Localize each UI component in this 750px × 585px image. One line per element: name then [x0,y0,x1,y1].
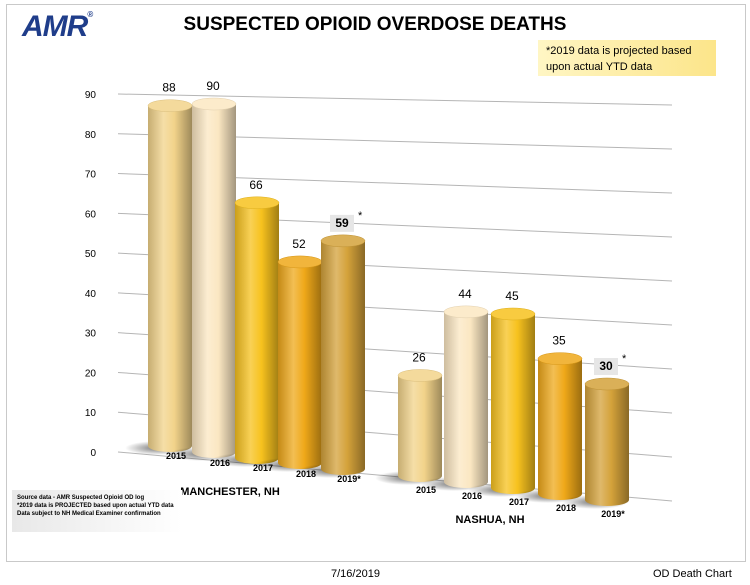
y-tick-label: 80 [85,130,97,141]
bar-top [320,234,366,248]
gridline [117,93,673,106]
bar-top [147,99,193,112]
data-label: 30 [599,359,613,373]
bar-2018-manchester [278,261,322,469]
bar-2019*-nashua [585,384,629,506]
projection-note: *2019 data is projected based upon actua… [538,40,716,76]
data-label: 44 [458,287,472,301]
category-label: MANCHESTER, NH [180,486,280,498]
bar-top [490,307,536,321]
data-label: 88 [162,81,176,95]
bar-top [584,377,630,391]
footer-date: 7/16/2019 [331,568,380,580]
bar-2015-manchester [148,105,192,452]
x-tick-label: 2019* [601,509,625,519]
data-label: 90 [206,79,220,93]
y-tick-label: 20 [85,368,97,379]
x-tick-label: 2018 [556,503,576,513]
source-notes: Source data - AMR Suspected Opioid OD lo… [12,490,182,532]
projection-note-line-1: *2019 data is projected based [546,45,692,57]
x-tick-label: 2015 [416,485,436,495]
y-tick-label: 90 [85,90,97,101]
bar-top [537,352,583,365]
y-tick-label: 70 [85,170,97,181]
bar-top [234,196,280,210]
y-tick-label: 40 [85,289,97,300]
x-tick-label: 2019* [337,474,361,484]
y-tick-label: 60 [85,209,97,220]
y-tick-label: 50 [85,249,97,260]
source-note-3: Data subject to NH Medical Examiner conf… [17,511,161,517]
value-label-box [594,358,618,375]
source-note-2: *2019 data is PROJECTED based upon actua… [17,503,174,509]
x-tick-label: 2017 [509,497,529,507]
bar-2016-nashua [444,311,488,488]
bar-top [397,369,443,382]
data-label: 66 [249,178,263,192]
y-tick-label: 10 [85,408,97,419]
footer-sheet-name: OD Death Chart [653,568,732,580]
data-label: 26 [412,350,426,364]
logo-registered-mark: ® [87,10,93,19]
y-tick-label: 30 [85,329,97,340]
bar-top [443,305,489,319]
y-tick-label: 0 [90,448,96,459]
data-label: 45 [505,289,519,303]
bar-2018-nashua [538,358,582,500]
data-label: 35 [552,334,566,348]
bar-2019*-manchester [321,240,365,475]
bar-top [277,255,323,269]
logo-text: AMR [22,10,88,43]
category-label: NASHUA, NH [455,514,524,526]
bar-2015-nashua [398,375,442,482]
bar-2016-manchester [192,104,236,458]
projected-star: * [358,210,363,222]
source-note-1: Source data - AMR Suspected Opioid OD lo… [17,495,145,501]
data-label: 59 [335,216,349,230]
projected-star: * [622,353,627,365]
bar-top [191,97,237,111]
amr-logo: AMR® [22,10,93,44]
bar-2017-manchester [235,202,279,465]
value-label-box [330,214,354,232]
data-label: 52 [292,237,306,251]
bar-2017-nashua [491,314,535,494]
chart-title: SUSPECTED OPIOID OVERDOSE DEATHS [183,14,567,35]
x-tick-label: 2016 [462,491,482,501]
projection-note-line-2: upon actual YTD data [546,61,653,73]
